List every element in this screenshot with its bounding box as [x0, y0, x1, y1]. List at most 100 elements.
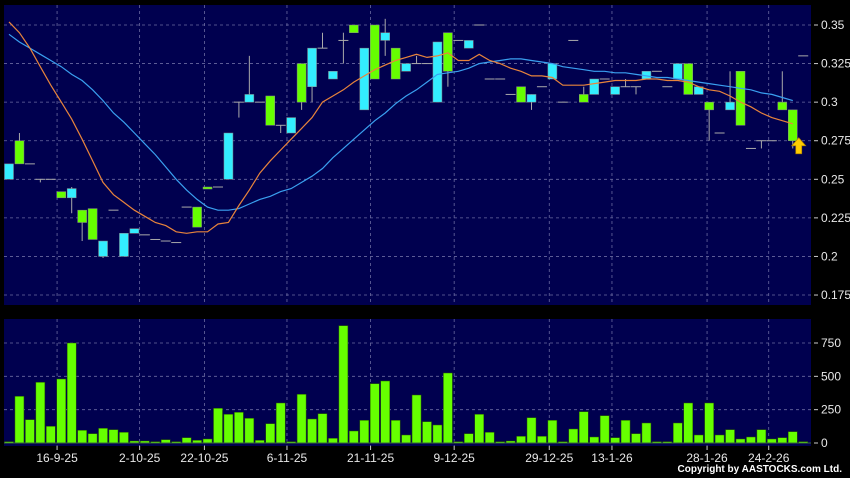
candle-down-body: [202, 186, 213, 190]
volume-bar: [46, 426, 56, 444]
candle-up-body: [98, 240, 108, 257]
candle-up-body: [673, 63, 683, 80]
volume-bar: [296, 394, 307, 444]
candle: [244, 55, 255, 103]
date-label: 22-10-25: [180, 451, 228, 465]
candle-down-body: [192, 206, 202, 228]
candle: [77, 209, 87, 242]
candle-up-body: [223, 132, 234, 180]
candle-down-body: [77, 209, 87, 223]
candle: [610, 86, 620, 95]
date-label: 24-2-26: [748, 451, 790, 465]
volume-bar: [777, 437, 788, 444]
candle-up-body: [432, 41, 443, 103]
price-tick-label: 0.275: [821, 134, 850, 148]
candle: [35, 178, 46, 183]
volume-bar: [317, 413, 328, 444]
volume-tick-label: 250: [821, 403, 841, 417]
candle: [307, 47, 317, 103]
price-tick-label: 0.225: [821, 211, 850, 225]
volume-bar: [56, 378, 66, 444]
candle: [411, 55, 422, 65]
candle: [275, 124, 286, 134]
volume-bar: [98, 428, 108, 444]
candle: [777, 71, 788, 111]
candle: [129, 228, 140, 234]
volume-bar: [411, 394, 422, 444]
candle: [735, 71, 746, 126]
candle: [265, 95, 275, 126]
candle: [788, 109, 798, 149]
candle: [98, 240, 108, 258]
volume-bar: [77, 430, 87, 444]
volume-bar: [746, 436, 756, 444]
candle: [286, 117, 296, 134]
candle-up-body: [66, 188, 77, 199]
candle: [526, 94, 537, 110]
candle: [589, 78, 599, 95]
last-price-arrow-icon: [790, 137, 807, 155]
volume-bar: [328, 438, 338, 444]
volume-bar: [349, 430, 359, 444]
candle: [443, 32, 453, 87]
volume-bar: [338, 325, 349, 444]
volume-bar: [66, 342, 77, 444]
date-label: 28-1-26: [686, 451, 728, 465]
volume-bar: [401, 434, 411, 444]
candle-up-body: [328, 71, 338, 80]
volume-bar: [537, 436, 547, 444]
volume-bar: [108, 429, 119, 444]
volume-bar: [370, 383, 380, 444]
candle-up-body: [307, 47, 317, 87]
candle-up-body: [725, 101, 735, 111]
candle: [579, 86, 589, 103]
volume-bar: [223, 414, 234, 444]
price-tick-label: 0.35: [821, 18, 845, 32]
candle: [338, 32, 349, 64]
candle: [223, 132, 234, 180]
volume-bar: [359, 420, 370, 444]
volume-bar: [693, 434, 704, 444]
candle-up-body: [119, 233, 129, 257]
candle-up-body: [401, 63, 411, 72]
candle-down-body: [265, 95, 275, 126]
volume-bar: [547, 420, 558, 444]
candle-down-body: [14, 140, 25, 165]
moving-average-short-line: [8, 21, 793, 234]
candle: [370, 24, 380, 80]
candle-up-body: [610, 86, 620, 95]
volume-bar: [119, 432, 129, 444]
candle: [756, 140, 767, 149]
volume-bar: [599, 415, 610, 444]
volume-bar: [631, 433, 641, 444]
volume-bar: [432, 424, 443, 444]
volume-bar: [380, 380, 390, 444]
volume-bar: [735, 438, 746, 444]
volume-bar: [620, 420, 631, 444]
volume-bar: [714, 434, 725, 444]
candle: [56, 191, 66, 199]
volume-bar: [704, 402, 714, 444]
candle: [432, 41, 443, 103]
candle-down-body: [296, 63, 307, 103]
candle-down-body: [516, 86, 526, 103]
volume-bar: [673, 422, 683, 444]
price-tick-label: 0.25: [821, 172, 845, 186]
volume-bar: [390, 420, 401, 444]
candle-down-body: [87, 208, 98, 240]
candle-up-body: [4, 163, 14, 180]
candle: [119, 233, 129, 257]
volume-bar: [422, 421, 432, 444]
copyright-text: Copyright by AASTOCKS.com Ltd.: [677, 464, 842, 475]
candle: [390, 47, 401, 80]
volume-bar: [767, 438, 777, 444]
volume-bar: [568, 428, 579, 444]
candle: [296, 63, 307, 110]
volume-bar: [202, 438, 213, 444]
volume-bar: [756, 429, 767, 444]
candle-up-body: [286, 117, 296, 134]
candle-up-body: [589, 78, 599, 95]
candle-down-body: [735, 71, 746, 126]
candle: [192, 206, 202, 228]
